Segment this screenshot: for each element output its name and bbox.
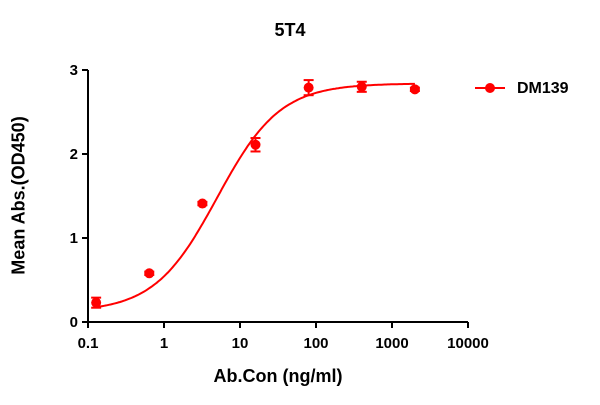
x-axis-label: Ab.Con (ng/ml) xyxy=(213,366,343,386)
y-tick-label: 1 xyxy=(70,230,78,247)
y-tick-label: 0 xyxy=(70,314,78,331)
x-tick-label: 10 xyxy=(232,335,249,352)
x-tick-label: 1000 xyxy=(375,335,408,352)
y-tick-label: 2 xyxy=(70,146,78,163)
x-tick-label: 10000 xyxy=(447,335,489,352)
data-point xyxy=(356,81,367,92)
chart-title: 5T4 xyxy=(274,20,306,40)
data-point xyxy=(197,198,208,209)
legend-label: DM139 xyxy=(517,80,569,97)
data-point xyxy=(91,297,102,308)
data-point xyxy=(303,82,314,93)
x-tick-label: 1 xyxy=(160,335,168,352)
data-point xyxy=(250,139,261,150)
legend-marker-icon xyxy=(485,83,495,93)
fit-curve xyxy=(95,82,415,309)
x-tick-label: 100 xyxy=(303,335,328,352)
data-point xyxy=(409,84,420,95)
data-point xyxy=(144,268,155,279)
y-tick-label: 3 xyxy=(70,62,78,79)
x-tick-label: 0.1 xyxy=(78,335,99,352)
